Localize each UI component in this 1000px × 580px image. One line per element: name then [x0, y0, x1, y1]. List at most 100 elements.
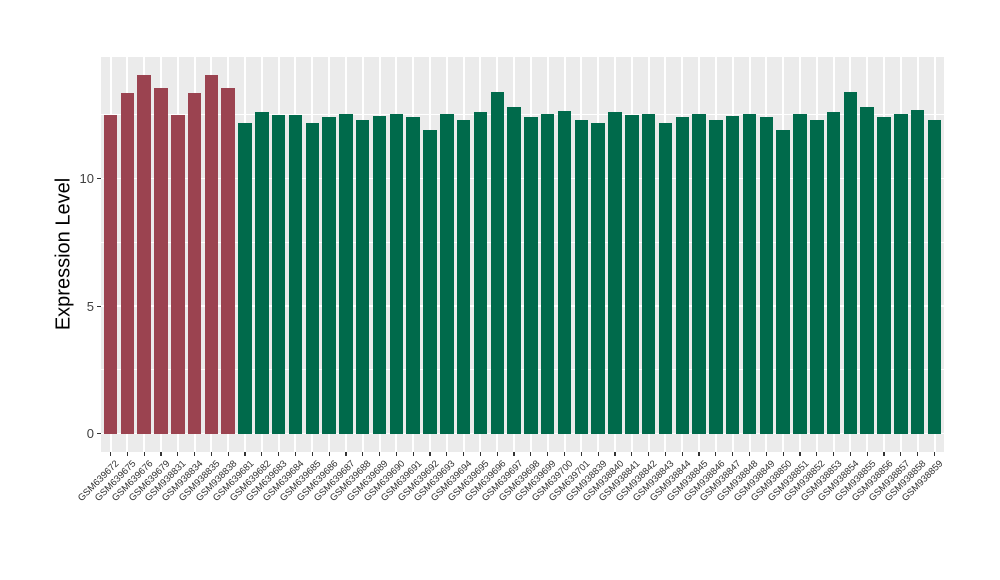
y-tick-mark — [96, 305, 101, 307]
bar — [894, 113, 908, 434]
x-tick-mark — [866, 451, 868, 456]
bar — [238, 122, 252, 434]
y-tick-label: 5 — [86, 298, 94, 314]
x-tick-mark — [278, 451, 280, 456]
x-tick-mark — [833, 451, 835, 456]
bar — [776, 130, 790, 434]
x-tick-mark — [580, 451, 582, 456]
minor-gridline — [101, 241, 944, 243]
x-tick-mark — [547, 451, 549, 456]
x-tick-mark — [177, 451, 179, 456]
x-tick-mark — [328, 451, 330, 456]
x-tick-mark — [530, 451, 532, 456]
bar — [322, 117, 336, 434]
minor-gridline — [101, 369, 944, 371]
bar — [171, 114, 185, 434]
bar — [625, 114, 639, 434]
x-tick-mark — [126, 451, 128, 456]
x-tick-mark — [782, 451, 784, 456]
bar — [608, 112, 622, 434]
bar — [793, 113, 807, 434]
x-tick-mark — [378, 451, 381, 456]
x-tick-mark — [311, 451, 313, 456]
x-tick-mark — [160, 451, 162, 456]
x-tick-mark — [597, 451, 599, 456]
bar — [406, 117, 420, 434]
bar — [877, 117, 891, 434]
bar — [826, 112, 841, 434]
bar — [103, 114, 118, 434]
bar — [574, 119, 589, 434]
bar — [641, 113, 656, 434]
bar — [423, 130, 437, 434]
x-tick-mark — [614, 451, 616, 456]
x-tick-mark — [496, 451, 498, 456]
bar — [910, 109, 925, 434]
bar — [305, 122, 320, 434]
major-gridline — [101, 432, 944, 435]
x-tick-mark — [143, 451, 145, 456]
bar — [927, 119, 942, 434]
x-tick-mark — [563, 451, 566, 456]
plot-panel — [101, 57, 944, 452]
bar — [288, 114, 303, 434]
x-tick-mark — [664, 451, 667, 456]
x-tick-mark — [648, 451, 650, 456]
x-tick-mark — [345, 451, 347, 456]
bar — [137, 75, 151, 434]
x-tick-mark — [933, 451, 936, 456]
bar — [742, 113, 757, 434]
bar — [204, 75, 219, 434]
bar — [456, 119, 471, 434]
bar — [154, 88, 168, 434]
x-tick-mark — [429, 451, 431, 456]
bar — [255, 112, 269, 434]
bar — [187, 93, 202, 434]
x-tick-mark — [799, 451, 801, 456]
bar — [810, 119, 824, 434]
x-tick-mark — [362, 451, 364, 456]
x-tick-mark — [765, 451, 767, 456]
x-tick-mark — [748, 451, 751, 456]
bar — [725, 116, 740, 434]
bar — [507, 107, 521, 434]
x-tick-mark — [463, 451, 465, 456]
bar — [591, 122, 605, 434]
x-tick-mark — [698, 451, 700, 456]
x-tick-mark — [900, 451, 902, 456]
x-tick-mark — [412, 451, 414, 456]
bar — [557, 111, 572, 434]
bar — [271, 114, 286, 434]
x-tick-mark — [227, 451, 229, 456]
bar — [524, 117, 538, 434]
major-gridline — [101, 305, 944, 307]
x-tick-mark — [732, 451, 734, 456]
x-tick-mark — [631, 451, 633, 456]
x-tick-mark — [917, 451, 919, 456]
x-tick-mark — [210, 451, 212, 456]
x-tick-mark — [294, 451, 297, 456]
x-tick-mark — [244, 451, 246, 456]
bar — [389, 113, 404, 434]
bar — [120, 93, 135, 434]
bar — [339, 113, 353, 434]
x-tick-mark — [681, 451, 683, 456]
x-tick-mark — [395, 451, 397, 456]
bar — [675, 117, 689, 434]
y-tick-label: 10 — [79, 171, 94, 187]
x-tick-mark — [849, 451, 851, 456]
bar — [540, 113, 555, 434]
bar — [221, 88, 235, 434]
bar — [490, 91, 505, 434]
x-tick-mark — [261, 451, 263, 456]
y-tick-label: 0 — [86, 426, 94, 442]
minor-gridline — [101, 114, 944, 116]
bar — [440, 113, 454, 434]
bar — [759, 117, 774, 434]
x-tick-mark — [479, 451, 482, 456]
x-tick-mark — [193, 451, 196, 456]
x-tick-mark — [109, 451, 112, 456]
bar — [709, 119, 723, 434]
bar — [372, 116, 387, 434]
